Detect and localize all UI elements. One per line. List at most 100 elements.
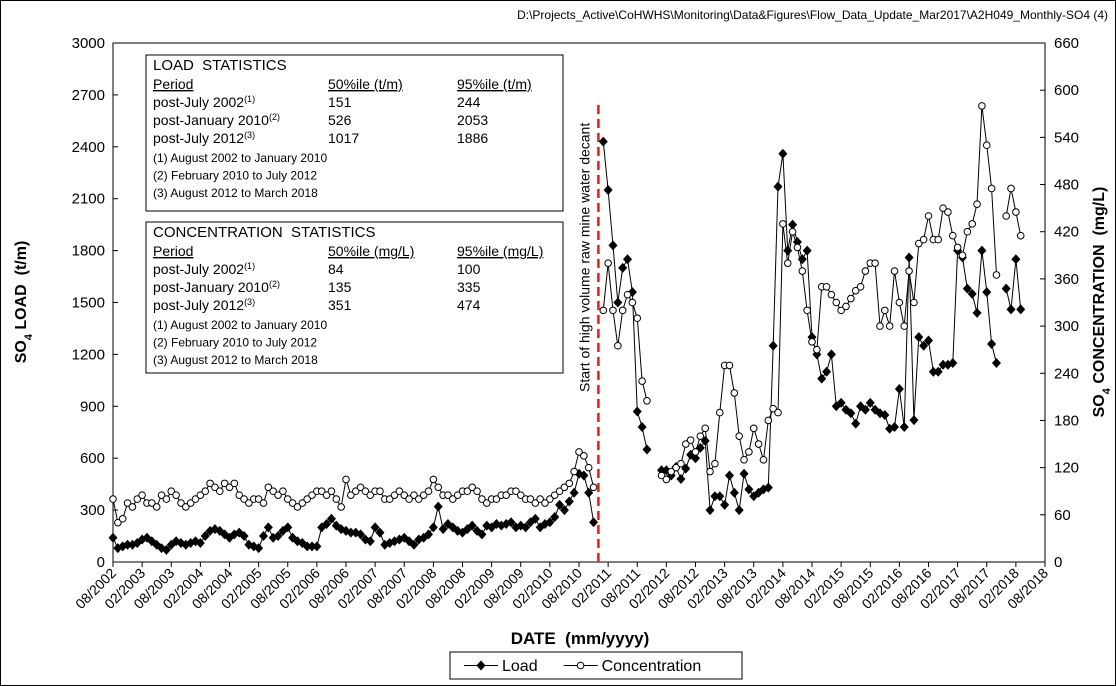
- concentration-point: [730, 389, 739, 397]
- load-point: [254, 543, 264, 554]
- load-point: [962, 283, 972, 294]
- y-axis-label: SO4 LOAD (t/m): [13, 241, 35, 364]
- load-point: [273, 531, 283, 542]
- load-point: [729, 487, 739, 498]
- load-point: [744, 484, 754, 495]
- period: post-July 2012: [153, 297, 244, 313]
- concentration-point: [633, 314, 642, 323]
- concentration-point: [924, 212, 933, 220]
- concentration-point: [298, 499, 307, 507]
- y2-tick-label: 120: [1054, 460, 1079, 477]
- concentration-point: [958, 251, 967, 260]
- concentration-point: [861, 267, 870, 275]
- load-point: [734, 505, 744, 516]
- stats-column: Period: [153, 76, 193, 92]
- load-point: [817, 373, 827, 384]
- load-point: [322, 518, 332, 529]
- stats-p50: 151: [328, 94, 352, 110]
- concentration-point: [182, 503, 190, 511]
- concentration-point: [186, 499, 195, 507]
- concentration-point: [448, 495, 457, 503]
- concentration-point: [837, 306, 845, 315]
- load-point: [967, 288, 977, 299]
- concentration-point: [628, 298, 637, 307]
- concentration-point: [662, 475, 671, 484]
- concentration-point: [939, 204, 947, 212]
- concentration-point: [759, 455, 768, 464]
- load-point: [433, 501, 443, 512]
- load-point: [283, 522, 293, 533]
- load-point: [623, 254, 633, 265]
- load-point: [763, 482, 773, 493]
- load-point: [584, 487, 594, 498]
- load-point: [909, 415, 919, 426]
- legend-marker: [576, 661, 585, 670]
- y-tick-label: 900: [80, 398, 105, 415]
- concentration-point: [463, 487, 472, 496]
- concentration-point: [453, 491, 462, 499]
- concentration-point: [691, 448, 700, 456]
- concentration-point: [288, 499, 297, 507]
- period-note: (3): [244, 297, 255, 307]
- load-point: [987, 339, 997, 350]
- load-point: [676, 473, 686, 484]
- concentration-point: [982, 141, 991, 150]
- load-point: [200, 531, 210, 542]
- concentration-point: [754, 440, 763, 448]
- concentration-point: [327, 487, 336, 496]
- concentration-point: [696, 432, 705, 440]
- load-point: [924, 335, 933, 346]
- concentration-point: [822, 282, 831, 291]
- concentration-point: [856, 282, 865, 291]
- concentration-point: [196, 491, 205, 499]
- load-point: [598, 136, 608, 147]
- load-point: [1011, 254, 1021, 265]
- concentration-point: [215, 487, 224, 496]
- concentration-point: [516, 491, 525, 499]
- concentration-point: [390, 491, 399, 499]
- concentration-point: [779, 220, 787, 228]
- y2-tick-label: 300: [1054, 318, 1079, 335]
- concentration-point: [876, 322, 884, 330]
- concentration-point: [900, 322, 909, 330]
- concentration-point: [385, 495, 394, 503]
- concentration-point: [395, 487, 404, 496]
- load-point: [564, 496, 574, 507]
- concentration-point: [337, 503, 345, 511]
- load-point: [894, 384, 904, 394]
- y2-axis-label-part: 4: [1101, 387, 1113, 394]
- concentration-point: [808, 338, 816, 346]
- stats-p50: 84: [328, 261, 344, 277]
- concentration-point: [570, 467, 578, 476]
- concentration-point: [614, 341, 622, 350]
- legend-label: Load: [502, 658, 538, 675]
- y2-tick-label: 0: [1054, 554, 1062, 571]
- load-point: [346, 527, 356, 538]
- concentration-point: [274, 491, 282, 499]
- concentration-point: [672, 463, 680, 472]
- load-point: [788, 219, 798, 230]
- stats-period: post-January 2010(2): [153, 112, 280, 128]
- concentration-point: [162, 495, 171, 503]
- load-point: [302, 541, 312, 552]
- load-point: [438, 524, 448, 535]
- concentration-point: [201, 487, 210, 496]
- concentration-point: [191, 495, 200, 503]
- load-point: [579, 470, 589, 481]
- period: post-July 2012: [153, 130, 244, 146]
- load-point: [258, 531, 268, 542]
- y-tick-label: 0: [97, 554, 105, 571]
- y2-tick-label: 180: [1054, 412, 1079, 429]
- concentration-point: [798, 267, 807, 275]
- load-point: [409, 539, 419, 550]
- period-note: (2): [269, 279, 280, 289]
- y2-axis-label-part: CONCENTRATION (mg/L): [1091, 187, 1108, 388]
- concentration-point: [910, 298, 918, 307]
- load-point: [559, 505, 569, 516]
- concentration-point: [715, 408, 724, 417]
- load-point: [691, 453, 700, 464]
- load-point: [880, 409, 890, 420]
- concentration-point: [706, 467, 714, 476]
- concentration-point: [604, 259, 612, 267]
